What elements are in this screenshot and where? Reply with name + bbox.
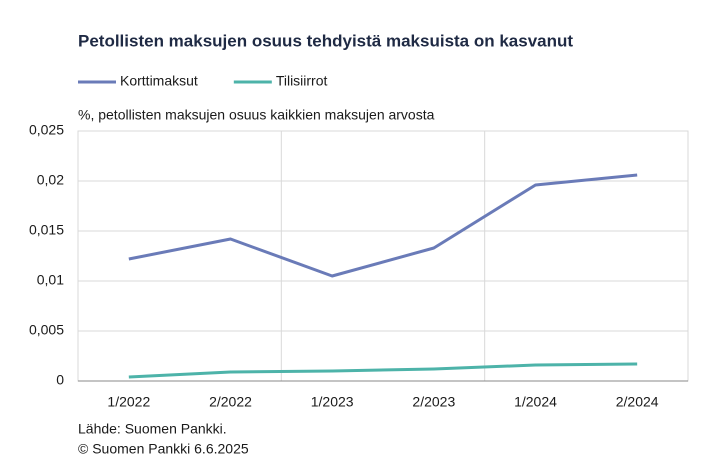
x-tick-label: 2/2023 bbox=[412, 394, 455, 410]
x-tick-label: 1/2023 bbox=[311, 394, 354, 410]
x-tick-label: 2/2022 bbox=[209, 394, 252, 410]
copyright-note: © Suomen Pankki 6.6.2025 bbox=[78, 441, 249, 457]
y-axis-label: %, petollisten maksujen osuus kaikkien m… bbox=[78, 107, 435, 123]
legend-label: Tilisiirrot bbox=[276, 73, 328, 89]
x-tick-label: 2/2024 bbox=[616, 394, 659, 410]
legend-label: Korttimaksut bbox=[120, 73, 198, 89]
series-line bbox=[128, 173, 638, 278]
source-note: Lähde: Suomen Pankki. bbox=[78, 421, 227, 437]
y-tick-label: 0,015 bbox=[29, 222, 64, 238]
chart-title: Petollisten maksujen osuus tehdyistä mak… bbox=[78, 31, 573, 50]
y-tick-label: 0 bbox=[56, 372, 64, 388]
plot-frame bbox=[77, 130, 689, 382]
x-tick-label: 1/2022 bbox=[107, 394, 150, 410]
y-tick-label: 0,02 bbox=[37, 172, 64, 188]
y-tick-label: 0,01 bbox=[37, 272, 64, 288]
y-tick-label: 0,005 bbox=[29, 322, 64, 338]
x-tick-label: 1/2024 bbox=[514, 394, 557, 410]
series-line bbox=[128, 362, 638, 379]
y-tick-label: 0,025 bbox=[29, 122, 64, 138]
